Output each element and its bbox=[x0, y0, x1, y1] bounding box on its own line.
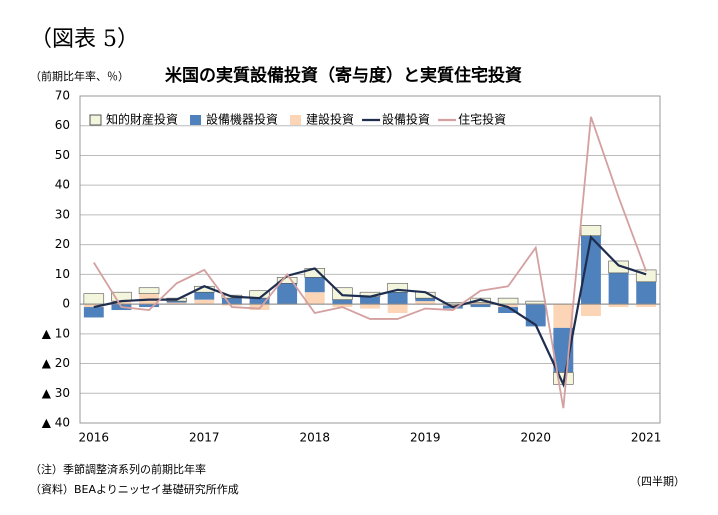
y-tick-label: 40 bbox=[55, 178, 70, 192]
bar bbox=[415, 301, 436, 305]
y-tick-label: 30 bbox=[55, 207, 70, 221]
bar bbox=[83, 304, 104, 308]
y-tick-label: 60 bbox=[55, 118, 70, 132]
note: （資料）BEAよりニッセイ基礎研究所作成 bbox=[30, 482, 239, 496]
legend-label: 設備投資 bbox=[382, 112, 430, 127]
bar bbox=[581, 235, 601, 305]
bar bbox=[608, 260, 629, 274]
bar bbox=[581, 304, 601, 316]
bar bbox=[194, 299, 215, 305]
bar bbox=[360, 304, 380, 309]
line bbox=[93, 116, 648, 409]
x-axis-label: （四半期） bbox=[630, 474, 685, 488]
bar bbox=[553, 304, 574, 328]
y-tick-label: 20 bbox=[55, 237, 70, 251]
bar bbox=[304, 277, 325, 293]
bar bbox=[194, 292, 215, 300]
bar bbox=[498, 304, 519, 308]
bar bbox=[470, 302, 491, 305]
y-tick-label: ▲ 10 bbox=[42, 326, 70, 340]
y-axis-label: （前期比年率、％） bbox=[30, 69, 129, 83]
plot-frame bbox=[79, 95, 661, 424]
bar bbox=[277, 283, 298, 305]
legend-swatch bbox=[190, 115, 202, 125]
x-tick-label: 2020 bbox=[520, 431, 551, 445]
bar bbox=[276, 277, 298, 284]
y-tick-label: ▲ 40 bbox=[42, 416, 70, 430]
x-tick-label: 2019 bbox=[410, 431, 441, 445]
bar bbox=[608, 272, 629, 305]
legend-swatch bbox=[89, 114, 102, 126]
x-tick-label: 2021 bbox=[631, 431, 662, 445]
note: （注）季節調整済系列の前期比年率 bbox=[30, 462, 206, 476]
bar bbox=[139, 304, 159, 308]
bar bbox=[387, 292, 408, 305]
bar bbox=[221, 298, 242, 305]
bar bbox=[111, 301, 132, 305]
bar bbox=[221, 304, 242, 306]
y-tick-label: 70 bbox=[55, 89, 70, 103]
bar bbox=[497, 297, 519, 305]
legend-label: 知的財産投資 bbox=[106, 112, 178, 127]
bar bbox=[387, 304, 408, 314]
bar bbox=[636, 304, 657, 308]
chart-title: 米国の実質設備投資（寄与度）と実質住宅投資 bbox=[165, 65, 522, 86]
bar bbox=[304, 292, 325, 305]
bar bbox=[83, 307, 104, 318]
bar bbox=[83, 293, 105, 305]
bar bbox=[138, 287, 160, 294]
figure-label: （図表 5） bbox=[30, 27, 139, 52]
legend-label: 建設投資 bbox=[306, 112, 354, 127]
bar bbox=[249, 298, 270, 305]
bar bbox=[415, 298, 436, 302]
x-tick-label: 2018 bbox=[299, 431, 330, 445]
bar bbox=[636, 281, 657, 305]
bar bbox=[608, 304, 629, 308]
y-tick-label: 50 bbox=[55, 148, 70, 162]
bar bbox=[387, 282, 408, 293]
x-tick-label: 2017 bbox=[189, 431, 220, 445]
line bbox=[93, 234, 647, 388]
bar bbox=[166, 302, 187, 305]
y-tick-label: ▲ 30 bbox=[42, 386, 70, 400]
legend-swatch bbox=[290, 115, 302, 125]
bar bbox=[442, 304, 463, 306]
bar bbox=[580, 225, 602, 237]
y-tick-label: 10 bbox=[55, 267, 70, 281]
legend-label: 住宅投資 bbox=[458, 112, 506, 127]
bar bbox=[249, 304, 270, 311]
bar bbox=[332, 299, 353, 305]
bar bbox=[470, 304, 491, 308]
bar bbox=[360, 296, 380, 305]
y-tick-label: 0 bbox=[62, 297, 70, 311]
legend-label: 設備機器投資 bbox=[206, 112, 278, 127]
x-tick-label: 2016 bbox=[79, 431, 110, 445]
bar bbox=[332, 304, 353, 308]
bar bbox=[525, 304, 546, 327]
bar bbox=[166, 301, 187, 303]
bar bbox=[498, 307, 519, 314]
y-tick-label: ▲ 20 bbox=[42, 356, 70, 370]
